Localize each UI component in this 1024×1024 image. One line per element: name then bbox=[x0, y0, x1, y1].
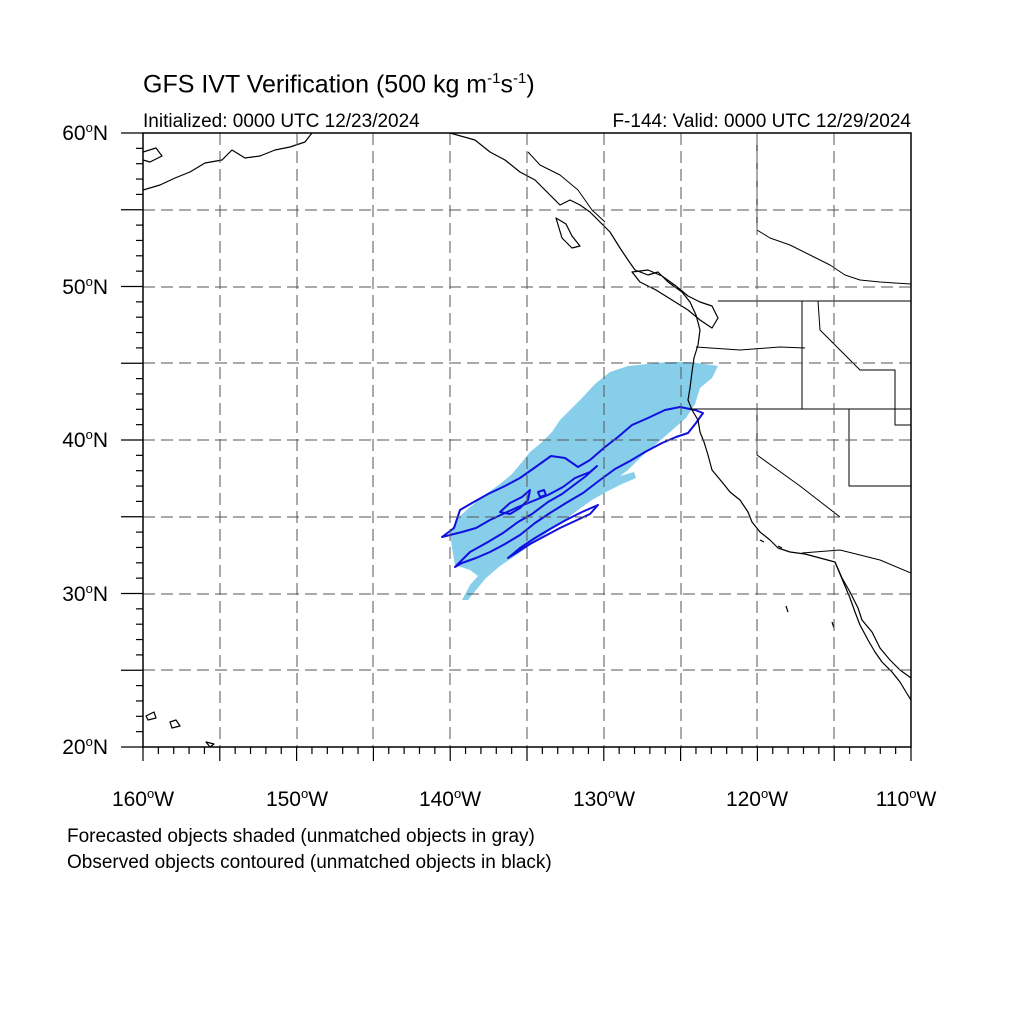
tick-marks bbox=[121, 132, 912, 761]
chart-title: GFS IVT Verification (500 kg m-1s-1) bbox=[143, 70, 535, 99]
coastline-haida-gwaii bbox=[555, 217, 581, 249]
observed-object-contour-inner bbox=[499, 489, 531, 515]
coastline-alaska bbox=[143, 133, 313, 191]
lat-label-50n: 50oN bbox=[62, 274, 108, 299]
border-alaska-canada bbox=[527, 151, 606, 223]
lat-label-20n: 20oN bbox=[62, 734, 108, 759]
lon-label-160w: 160oW bbox=[111, 786, 175, 811]
lon-label-130w: 130oW bbox=[572, 786, 636, 811]
lon-label-140w: 140oW bbox=[418, 786, 482, 811]
lat-label-60n: 60oN bbox=[62, 120, 108, 145]
observed-object-contour-main bbox=[441, 406, 704, 568]
note-forecast: Forecasted objects shaded (unmatched obj… bbox=[67, 826, 535, 847]
observed-object-contour-south bbox=[507, 504, 599, 559]
border-california-nevada bbox=[756, 409, 841, 518]
forecast-object-shading bbox=[450, 362, 718, 600]
lon-label-120w: 120oW bbox=[725, 786, 789, 811]
coastline-channel-islands bbox=[759, 539, 835, 629]
coastline-baja-california bbox=[834, 561, 911, 679]
border-washington-oregon bbox=[695, 346, 806, 351]
valid-time: F-144: Valid: 0000 UTC 12/29/2024 bbox=[612, 111, 911, 132]
coastline-hawaii bbox=[145, 711, 215, 747]
note-observed: Observed objects contoured (unmatched ob… bbox=[67, 852, 552, 873]
lat-label-30n: 30oN bbox=[62, 581, 108, 606]
coastline-alaska-south bbox=[143, 147, 163, 163]
lon-label-150w: 150oW bbox=[265, 786, 329, 811]
border-nevada-utah bbox=[848, 409, 911, 487]
coastline-north-america bbox=[449, 133, 911, 701]
grid-lines bbox=[143, 133, 911, 747]
border-us-mexico bbox=[801, 549, 911, 574]
lon-label-110w: 110oW bbox=[875, 786, 937, 811]
observed-object-contour-small bbox=[537, 489, 547, 498]
border-canada-provinces bbox=[756, 133, 911, 285]
initialized-time: Initialized: 0000 UTC 12/23/2024 bbox=[143, 111, 420, 132]
border-montana bbox=[817, 300, 911, 426]
coastline-vancouver-island bbox=[631, 269, 719, 329]
lat-label-40n: 40oN bbox=[62, 427, 108, 452]
